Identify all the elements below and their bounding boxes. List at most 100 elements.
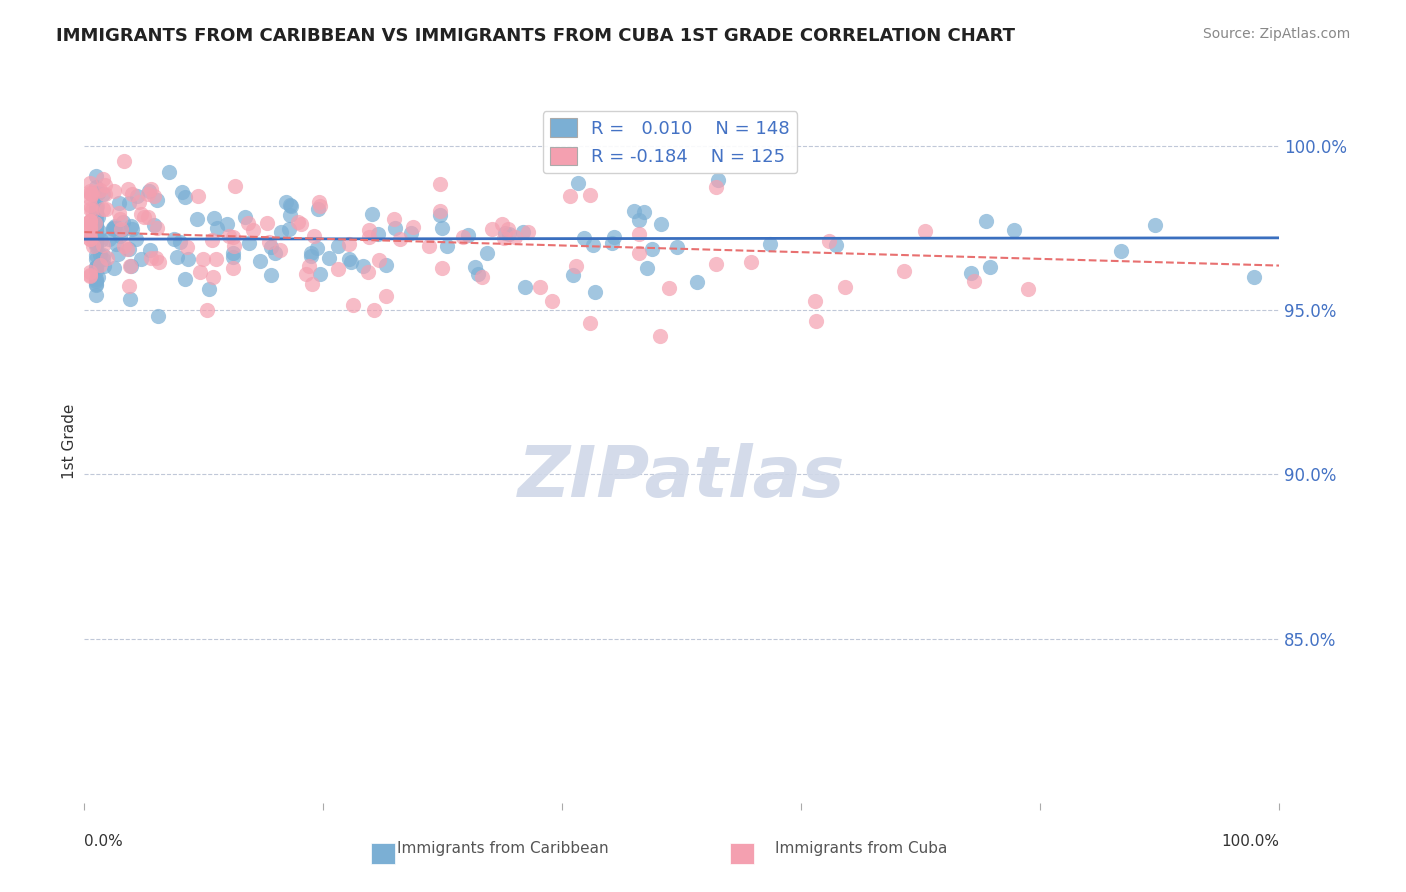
Point <box>86 235 108 250</box>
Point <box>87 210 110 224</box>
Point <box>87 224 110 238</box>
Point <box>429 178 451 192</box>
Text: Source: ZipAtlas.com: Source: ZipAtlas.com <box>1202 27 1350 41</box>
Point <box>1017 282 1039 296</box>
Point <box>79 186 101 200</box>
Point <box>127 189 149 203</box>
Point <box>94 178 117 193</box>
Point <box>633 205 655 219</box>
Point <box>299 249 322 263</box>
Point <box>89 248 111 262</box>
Point <box>134 210 156 224</box>
Text: ZIPatlas: ZIPatlas <box>519 443 845 512</box>
Point <box>481 221 503 235</box>
Point <box>418 238 440 252</box>
Point <box>86 214 108 228</box>
Legend: R =   0.010    N = 148, R = -0.184    N = 125: R = 0.010 N = 148, R = -0.184 N = 125 <box>543 111 797 173</box>
Point <box>108 229 131 244</box>
FancyBboxPatch shape <box>371 843 395 864</box>
Point <box>603 230 626 244</box>
Point <box>401 219 423 234</box>
Point <box>467 267 489 281</box>
Point <box>142 218 165 232</box>
Point <box>121 222 143 236</box>
Point <box>174 190 197 204</box>
Point <box>242 223 264 237</box>
Point <box>146 309 169 323</box>
Point <box>893 264 915 278</box>
Text: IMMIGRANTS FROM CARIBBEAN VS IMMIGRANTS FROM CUBA 1ST GRADE CORRELATION CHART: IMMIGRANTS FROM CARIBBEAN VS IMMIGRANTS … <box>56 27 1015 45</box>
Point <box>120 219 142 234</box>
Point <box>959 266 981 280</box>
Point <box>804 293 827 308</box>
Point <box>430 260 453 275</box>
Point <box>326 239 349 253</box>
Point <box>305 241 328 255</box>
Point <box>505 230 527 244</box>
Point <box>494 226 516 240</box>
Point <box>188 265 211 279</box>
Point <box>79 219 101 234</box>
Point <box>79 232 101 246</box>
Point <box>374 258 396 272</box>
Point <box>187 189 209 203</box>
Point <box>600 235 623 250</box>
Point <box>86 199 108 213</box>
Point <box>834 280 856 294</box>
Point <box>825 238 848 252</box>
Point <box>86 224 108 238</box>
Point <box>512 226 534 240</box>
Point <box>224 178 246 193</box>
Point <box>650 217 672 231</box>
Point <box>86 287 108 301</box>
Point <box>430 221 453 235</box>
Point <box>740 254 762 268</box>
Point <box>222 239 245 253</box>
Point <box>287 215 309 229</box>
Point <box>382 212 405 227</box>
Point <box>87 269 110 284</box>
Point <box>96 251 118 265</box>
Point <box>112 153 135 168</box>
Point <box>471 270 494 285</box>
Point <box>290 217 312 231</box>
Point <box>86 211 108 226</box>
Point <box>79 219 101 233</box>
Point <box>79 229 101 244</box>
Point <box>79 268 101 283</box>
Point <box>515 280 537 294</box>
Point <box>120 259 142 273</box>
Point <box>80 187 103 202</box>
Point <box>529 280 551 294</box>
Point <box>636 261 658 276</box>
Point <box>86 252 108 266</box>
Point <box>101 221 124 235</box>
Point <box>86 225 108 239</box>
Point <box>91 172 114 186</box>
Point <box>79 223 101 237</box>
Point <box>361 207 384 221</box>
Point <box>565 259 588 273</box>
Point <box>308 194 330 209</box>
Point <box>91 238 114 252</box>
Point <box>278 221 301 235</box>
Point <box>103 261 125 276</box>
Point <box>359 230 381 244</box>
Point <box>623 204 645 219</box>
Point <box>86 206 108 220</box>
Point <box>384 220 406 235</box>
Point <box>79 268 101 282</box>
Point <box>817 234 839 248</box>
Point <box>148 255 170 269</box>
Point <box>298 259 321 273</box>
Point <box>295 267 318 281</box>
Point <box>388 232 411 246</box>
Point <box>110 223 132 237</box>
Point <box>86 202 108 216</box>
Point <box>94 202 117 216</box>
Point <box>583 285 606 299</box>
Point <box>86 274 108 288</box>
Point <box>79 191 101 205</box>
Point <box>201 233 224 247</box>
Point <box>146 220 169 235</box>
